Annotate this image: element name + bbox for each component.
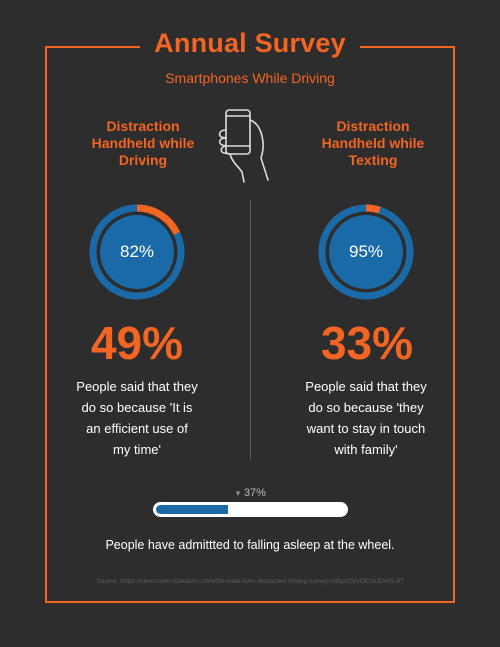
progress-track [153, 502, 348, 517]
left-description-line: do so because 'It is [81, 400, 193, 415]
gauge-remainder-arc [89, 204, 185, 300]
left-heading-line: Distraction [106, 118, 180, 134]
right-description: People said that they do so because 'the… [301, 376, 431, 460]
left-description-line: my time' [113, 442, 161, 457]
page-subtitle: Smartphones While Driving [165, 70, 335, 86]
orange-frame [45, 46, 455, 603]
left-heading-line: Handheld while [91, 135, 195, 151]
left-gauge-label: 82% [119, 242, 155, 261]
left-gauge: 82% [87, 202, 187, 302]
hand-holding-phone-icon [218, 109, 269, 183]
gauge-inner-disc [100, 215, 174, 289]
gauge-remainder-arc [318, 204, 414, 300]
right-big-percent: 33% [320, 317, 414, 369]
progress-label: ▼ 37% [0, 487, 500, 499]
progress-label-text: 37% [243, 487, 266, 499]
column-divider [250, 200, 251, 460]
right-description-line: with family' [334, 442, 398, 457]
page-title: Annual Survey [154, 28, 346, 58]
left-description: People said that they do so because 'It … [72, 376, 202, 460]
frame-top-right-segment [360, 46, 455, 48]
left-big-percent: 49% [90, 317, 184, 369]
source-citation: Source: https://newsroom.statefarm.com/8… [96, 578, 404, 585]
right-heading-line: Texting [348, 152, 398, 168]
right-heading-line: Handheld while [321, 135, 425, 151]
left-heading: Distraction Handheld while Driving [73, 118, 213, 169]
progress-fill [156, 505, 229, 514]
right-gauge: 95% [316, 202, 416, 302]
left-description-line: People said that they [76, 379, 198, 394]
caret-down-icon: ▼ [234, 489, 242, 498]
gauge-inner-disc [329, 215, 403, 289]
right-heading-line: Distraction [336, 118, 410, 134]
right-description-line: People said that they [305, 379, 427, 394]
left-description-line: an efficient use of [86, 421, 188, 436]
right-description-line: do so because 'they [308, 400, 424, 415]
right-description-line: want to stay in touch [306, 421, 426, 436]
left-heading-line: Driving [118, 152, 168, 168]
right-gauge-label: 95% [348, 242, 384, 261]
footer-statement: People have admittted to falling asleep … [105, 538, 395, 552]
right-heading: Distraction Handheld while Texting [303, 118, 443, 169]
frame-top-left-segment [45, 46, 140, 48]
